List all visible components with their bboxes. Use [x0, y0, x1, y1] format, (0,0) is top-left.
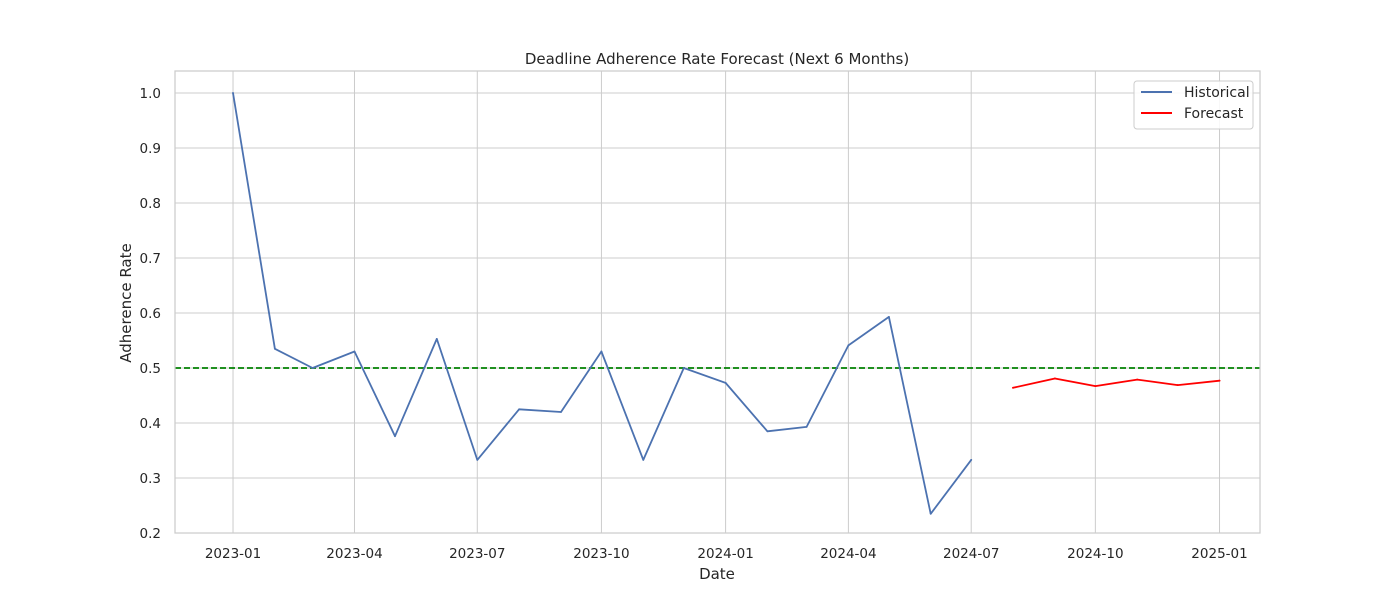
series-line-forecast: [1012, 377, 1221, 389]
x-axis-label: Date: [699, 565, 735, 583]
data-point-historical: [600, 350, 603, 353]
data-point-historical: [273, 347, 276, 350]
y-tick-label: 0.4: [140, 416, 161, 432]
data-point-forecast: [1176, 384, 1179, 386]
x-tick-label: 2023-07: [449, 546, 505, 562]
y-tick-label: 0.7: [140, 251, 161, 267]
data-point-historical: [353, 350, 356, 353]
data-point-forecast: [1094, 385, 1097, 388]
data-point-forecast: [1136, 378, 1139, 381]
y-tick-label: 0.5: [140, 361, 161, 377]
data-point-historical: [929, 512, 932, 515]
y-tick-label: 1.0: [140, 86, 161, 102]
x-tick-label: 2024-10: [1067, 546, 1123, 562]
chart-title: Deadline Adherence Rate Forecast (Next 6…: [525, 50, 909, 68]
data-point-historical: [394, 435, 396, 438]
data-point-forecast: [1012, 386, 1014, 389]
data-point-historical: [970, 458, 973, 461]
y-tick-label: 0.6: [140, 306, 161, 322]
legend: Historical Forecast: [1133, 80, 1254, 130]
y-tick-label: 0.9: [140, 141, 161, 157]
legend-label-forecast: Forecast: [1184, 106, 1244, 122]
data-point-historical: [232, 92, 234, 94]
tick-layer: 2023-01 2023-04 2023-07 2023-10 2024-01 2024-…: [140, 86, 1248, 562]
x-tick-label: 2023-04: [326, 546, 382, 562]
data-point-forecast: [1218, 379, 1221, 382]
legend-label-historical: Historical: [1184, 85, 1250, 101]
data-point-historical: [887, 315, 890, 318]
x-tick-label: 2023-10: [573, 546, 629, 562]
data-point-historical: [682, 367, 685, 369]
y-tick-label: 0.2: [140, 526, 161, 542]
y-tick-label: 0.8: [140, 196, 161, 212]
data-point-historical: [435, 337, 438, 340]
x-tick-label: 2023-01: [205, 546, 261, 562]
x-tick-label: 2024-07: [943, 546, 999, 562]
data-point-historical: [311, 367, 314, 369]
plot-frame: [174, 70, 1261, 534]
y-axis-label: Adherence Rate: [117, 243, 135, 362]
data-point-forecast: [1053, 377, 1056, 380]
data-point-historical: [766, 430, 769, 433]
x-tick-label: 2024-01: [697, 546, 753, 562]
y-tick-label: 0.3: [140, 471, 161, 487]
data-point-historical: [847, 344, 850, 347]
x-tick-label: 2024-04: [820, 546, 876, 562]
data-point-historical: [805, 425, 808, 428]
data-point-historical: [642, 458, 645, 461]
data-point-historical: [518, 408, 521, 411]
data-point-historical: [476, 458, 479, 461]
x-tick-label: 2025-01: [1191, 546, 1247, 562]
data-point-historical: [724, 381, 727, 384]
data-point-historical: [560, 411, 562, 413]
series-layer: [232, 92, 1221, 515]
